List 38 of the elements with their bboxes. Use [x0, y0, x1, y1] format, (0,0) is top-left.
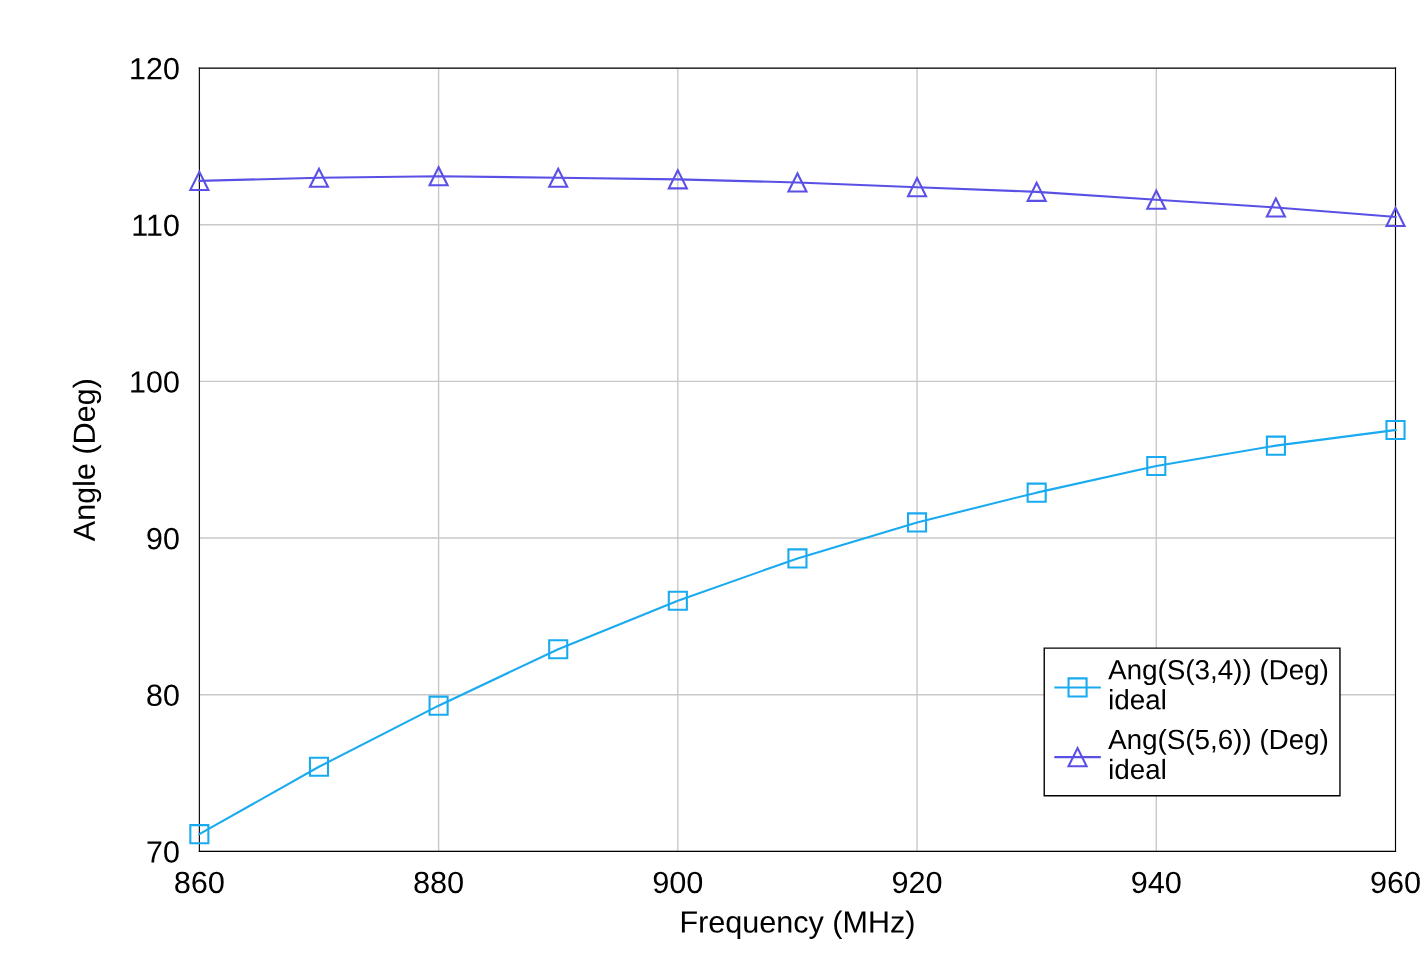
point	[1385, 206, 1406, 227]
point	[308, 756, 330, 777]
point	[787, 172, 808, 193]
y-tick-label: 120	[131, 57, 179, 80]
point	[1265, 197, 1286, 218]
x-tick-label: 880	[414, 871, 463, 894]
point	[189, 824, 210, 845]
x-tick-label: 900	[653, 871, 703, 894]
point	[548, 639, 569, 660]
y-tick-label: 80	[147, 684, 179, 707]
point	[1146, 455, 1167, 477]
point	[667, 590, 688, 611]
point	[1146, 189, 1167, 210]
legend-label: Ang(S(5,6)) (Deg) ideal	[1108, 728, 1328, 780]
x-tick-label: 960	[1371, 871, 1420, 894]
x-tick-label: 920	[893, 871, 942, 894]
point	[428, 695, 449, 716]
point	[189, 170, 210, 191]
point	[667, 169, 688, 190]
y-axis-title: Angle (Deg)	[72, 380, 102, 542]
point	[428, 166, 449, 187]
y-tick-label: 90	[147, 527, 179, 550]
x-axis-title: Frequency (MHz)	[681, 910, 914, 939]
y-tick-label: 110	[133, 214, 179, 237]
point	[1265, 435, 1286, 456]
legend-label: Ang(S(3,4)) (Deg) ideal	[1108, 659, 1328, 710]
y-tick-label: 100	[131, 371, 179, 393]
x-tick-label: 940	[1132, 871, 1181, 894]
point	[906, 512, 928, 533]
y-tick-label: 70	[147, 841, 179, 863]
point	[1385, 419, 1406, 441]
x-tick-label: 860	[175, 871, 224, 894]
point	[787, 548, 808, 569]
point	[548, 167, 569, 188]
point	[308, 167, 330, 188]
point	[906, 177, 928, 198]
point	[1026, 482, 1047, 503]
point	[1026, 181, 1047, 202]
